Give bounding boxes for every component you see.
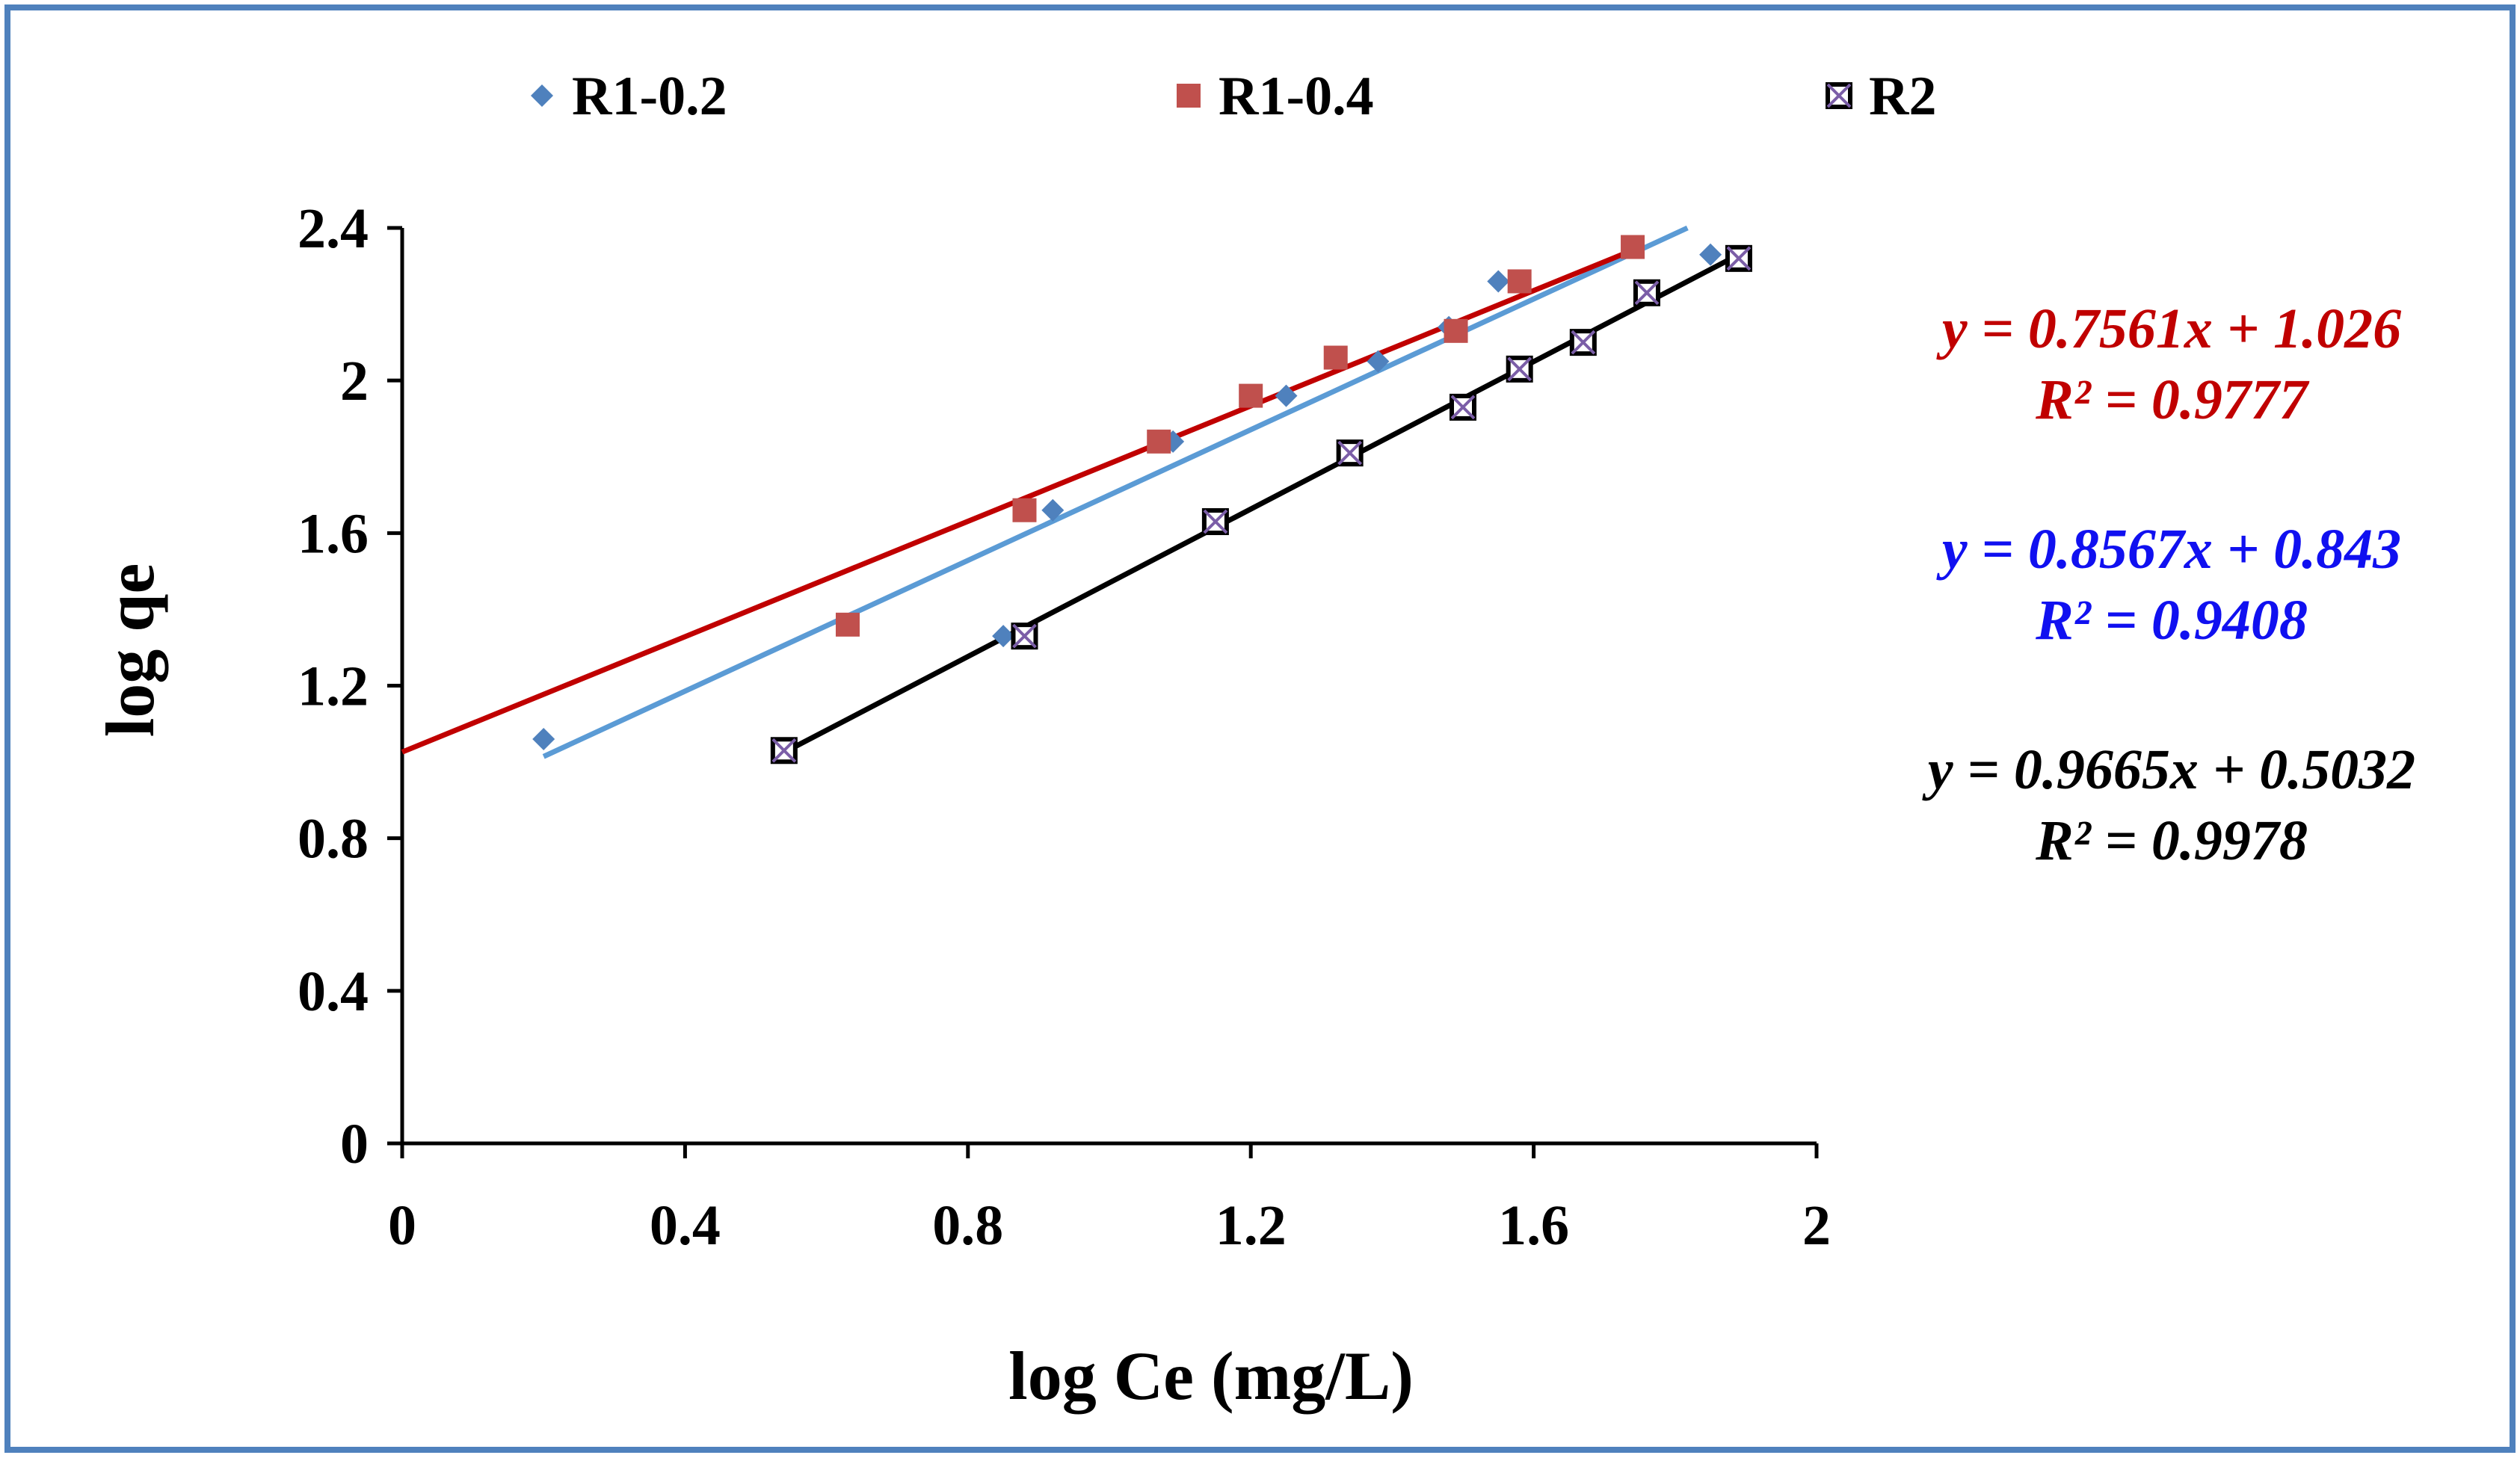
point-r1-0.4 [1507, 269, 1532, 294]
x-tick-label: 1.6 [1498, 1194, 1569, 1257]
point-r1-0.4 [1444, 318, 1468, 343]
point-r2 [1506, 355, 1533, 383]
marker-cross [1826, 83, 1852, 108]
x-tick-label: 0.8 [932, 1194, 1003, 1257]
legend-marker-r1-0.4 [1177, 84, 1201, 108]
r-squared-r2: R² = 0.9978 [2035, 809, 2308, 872]
point-r2 [1336, 439, 1364, 467]
equation-r2: y = 0.9665x + 0.5032 [1922, 738, 2415, 801]
point-r2 [770, 737, 798, 765]
point-r1-0.2 [532, 727, 555, 750]
data-points [532, 235, 1752, 765]
y-tick-label: 1.6 [298, 502, 369, 565]
point-r2 [1011, 623, 1038, 650]
point-r1-0.4 [1239, 383, 1263, 408]
point-r1-0.2 [1275, 384, 1298, 407]
x-tick-label: 1.2 [1216, 1194, 1287, 1257]
y-tick-label: 0 [340, 1113, 369, 1176]
axes: 0 0.4 0.8 1.2 1.6 2 2.4 0 0.4 0.8 1.2 1.6 2 [298, 197, 1831, 1257]
point-r2 [1633, 279, 1660, 306]
x-axis-title: log Ce (mg/L) [1008, 1338, 1414, 1414]
marker-cross [1571, 330, 1596, 355]
marker-cross [1726, 246, 1752, 271]
point-r2 [1569, 329, 1597, 356]
point-r1-0.2 [992, 625, 1015, 648]
point-r2 [1725, 244, 1752, 272]
marker-cross [1337, 440, 1363, 466]
legend-marker-r1-0.2 [531, 84, 553, 107]
marker-cross [1507, 356, 1532, 382]
legend-label-r2: R2 [1869, 66, 1936, 127]
trendline-r1-0.2 [542, 225, 1689, 759]
chart-frame [4, 4, 2516, 1453]
point-r1-0.4 [835, 612, 860, 637]
r-squared-r1-0.2: R² = 0.9408 [2035, 589, 2308, 652]
point-r1-0.4 [1012, 498, 1037, 522]
legend-label-r1-0.4: R1-0.4 [1219, 66, 1374, 127]
point-r1-0.4 [1323, 345, 1348, 370]
marker-cross [771, 738, 797, 763]
point-r1-0.2 [1367, 350, 1390, 373]
y-tick-label: 0.4 [298, 960, 369, 1023]
equation-r1-0.2: y = 0.8567x + 0.843 [1936, 518, 2401, 581]
point-r1-0.2 [1041, 498, 1065, 522]
y-tick-label: 2.4 [298, 197, 369, 260]
equation-r1-0.4: y = 0.7561x + 1.026 [1936, 297, 2401, 360]
y-axis-title: log qe [92, 563, 168, 738]
marker-cross [1634, 280, 1660, 306]
point-r1-0.2 [1487, 270, 1510, 293]
point-r2 [1201, 508, 1229, 536]
point-r1-0.4 [1147, 429, 1171, 454]
legend-label-r1-0.2: R1-0.2 [572, 66, 727, 127]
y-tick-label: 1.2 [298, 655, 369, 718]
x-tick-label: 2 [1802, 1194, 1831, 1257]
marker-cross [1203, 509, 1228, 534]
legend: R1-0.2 R1-0.4 R2 [531, 66, 1936, 127]
y-tick-label: 2 [340, 350, 369, 413]
legend-marker-r2 [1826, 82, 1852, 109]
point-r1-0.4 [1621, 235, 1645, 259]
equations: y = 0.7561x + 1.026 R² = 0.9777 y = 0.8567… [1922, 297, 2415, 872]
marker-cross [1450, 395, 1476, 420]
marker-cross [1012, 623, 1037, 649]
x-tick-label: 0 [388, 1194, 416, 1257]
y-tick-label: 0.8 [298, 808, 369, 871]
point-r1-0.2 [1699, 243, 1722, 266]
x-tick-label: 0.4 [650, 1194, 721, 1257]
r-squared-r1-0.4: R² = 0.9777 [2035, 368, 2310, 431]
point-r2 [1450, 393, 1476, 421]
